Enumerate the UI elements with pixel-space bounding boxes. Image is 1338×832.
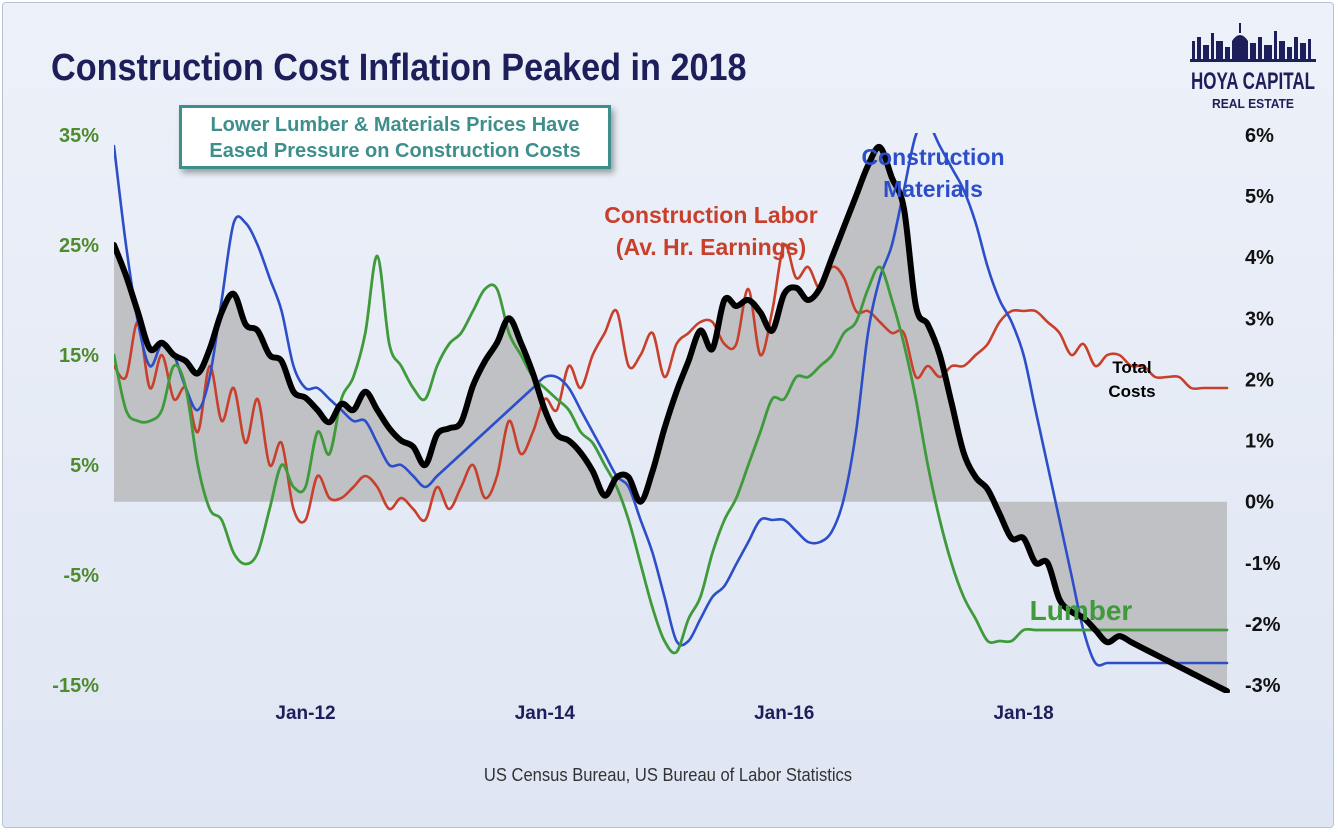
x-tick-label: Jan-14 xyxy=(515,703,576,724)
series-lines xyxy=(114,133,1230,693)
logo-text-main: HOYA CAPITAL xyxy=(1191,68,1315,95)
right-tick-label: 2% xyxy=(1245,369,1274,391)
right-axis: 6% 5% 4% 3% 2% 1% 0% -1% -2% -3% xyxy=(1245,125,1281,697)
right-tick-label: -3% xyxy=(1245,675,1281,697)
right-tick-label: -1% xyxy=(1245,553,1281,575)
callout-line-1: Lower Lumber & Materials Prices Have xyxy=(210,114,580,136)
right-tick-label: 4% xyxy=(1245,247,1274,269)
series-line-labor xyxy=(114,243,1229,524)
right-tick-label: 0% xyxy=(1245,492,1274,514)
annotation-lumber: Lumber xyxy=(1030,595,1133,626)
left-tick-label: -5% xyxy=(63,565,99,587)
right-tick-label: 1% xyxy=(1245,431,1274,453)
source-note: US Census Bureau, US Bureau of Labor Sta… xyxy=(483,765,853,785)
series-line-lumber xyxy=(114,254,1229,655)
annotation-materials: Construction xyxy=(861,144,1004,170)
right-tick-label: 6% xyxy=(1245,125,1274,147)
x-tick-label: Jan-18 xyxy=(993,703,1053,724)
left-tick-label: -15% xyxy=(52,675,99,697)
right-tick-label: 3% xyxy=(1245,308,1274,330)
series-line-materials xyxy=(114,133,1229,667)
annotation-total: Total xyxy=(1112,358,1151,377)
annotation-total: Costs xyxy=(1108,382,1155,401)
annotation-labor: (Av. Hr. Earnings) xyxy=(616,234,806,260)
right-tick-label: -2% xyxy=(1245,614,1281,636)
left-axis: 35% 25% 15% 5% -5% -15% xyxy=(52,125,99,697)
series-line-total xyxy=(114,144,1230,693)
chart-title: Construction Cost Inflation Peaked in 20… xyxy=(51,47,747,89)
left-tick-label: 15% xyxy=(59,345,99,367)
x-axis: Jan-12 Jan-14 Jan-16 Jan-18 xyxy=(275,703,1053,724)
chart-plot: 35% 25% 15% 5% -5% -15% 6% 5% 4% 3% 2% 1% 0% -1% -2% -… xyxy=(52,125,1281,724)
annotation-labor: Construction Labor xyxy=(604,202,817,228)
callout-line-2: Eased Pressure on Construction Costs xyxy=(209,140,581,162)
left-tick-label: 25% xyxy=(59,235,99,257)
right-tick-label: 5% xyxy=(1245,186,1274,208)
left-tick-label: 35% xyxy=(59,125,99,147)
series-annotations: Construction Labor (Av. Hr. Earnings) Cons… xyxy=(604,144,1155,626)
callout-box: Lower Lumber & Materials Prices Have Eas… xyxy=(179,105,611,169)
logo-text-sub: REAL ESTATE xyxy=(1212,96,1294,111)
x-tick-label: Jan-16 xyxy=(754,703,814,724)
annotation-materials: Materials xyxy=(883,176,983,202)
x-tick-label: Jan-12 xyxy=(275,703,335,724)
hoya-capital-logo: HOYA CAPITAL REAL ESTATE xyxy=(1190,23,1316,111)
left-tick-label: 5% xyxy=(70,455,99,477)
